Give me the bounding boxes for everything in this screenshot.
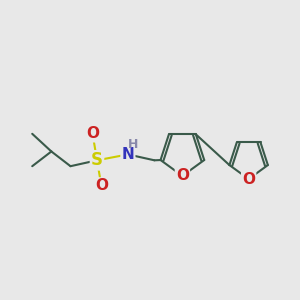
Text: O: O: [176, 168, 189, 183]
Text: O: O: [95, 178, 108, 194]
Text: H: H: [128, 139, 138, 152]
Text: O: O: [86, 126, 99, 141]
Text: O: O: [242, 172, 255, 187]
Text: S: S: [91, 151, 103, 169]
Text: N: N: [122, 147, 134, 162]
